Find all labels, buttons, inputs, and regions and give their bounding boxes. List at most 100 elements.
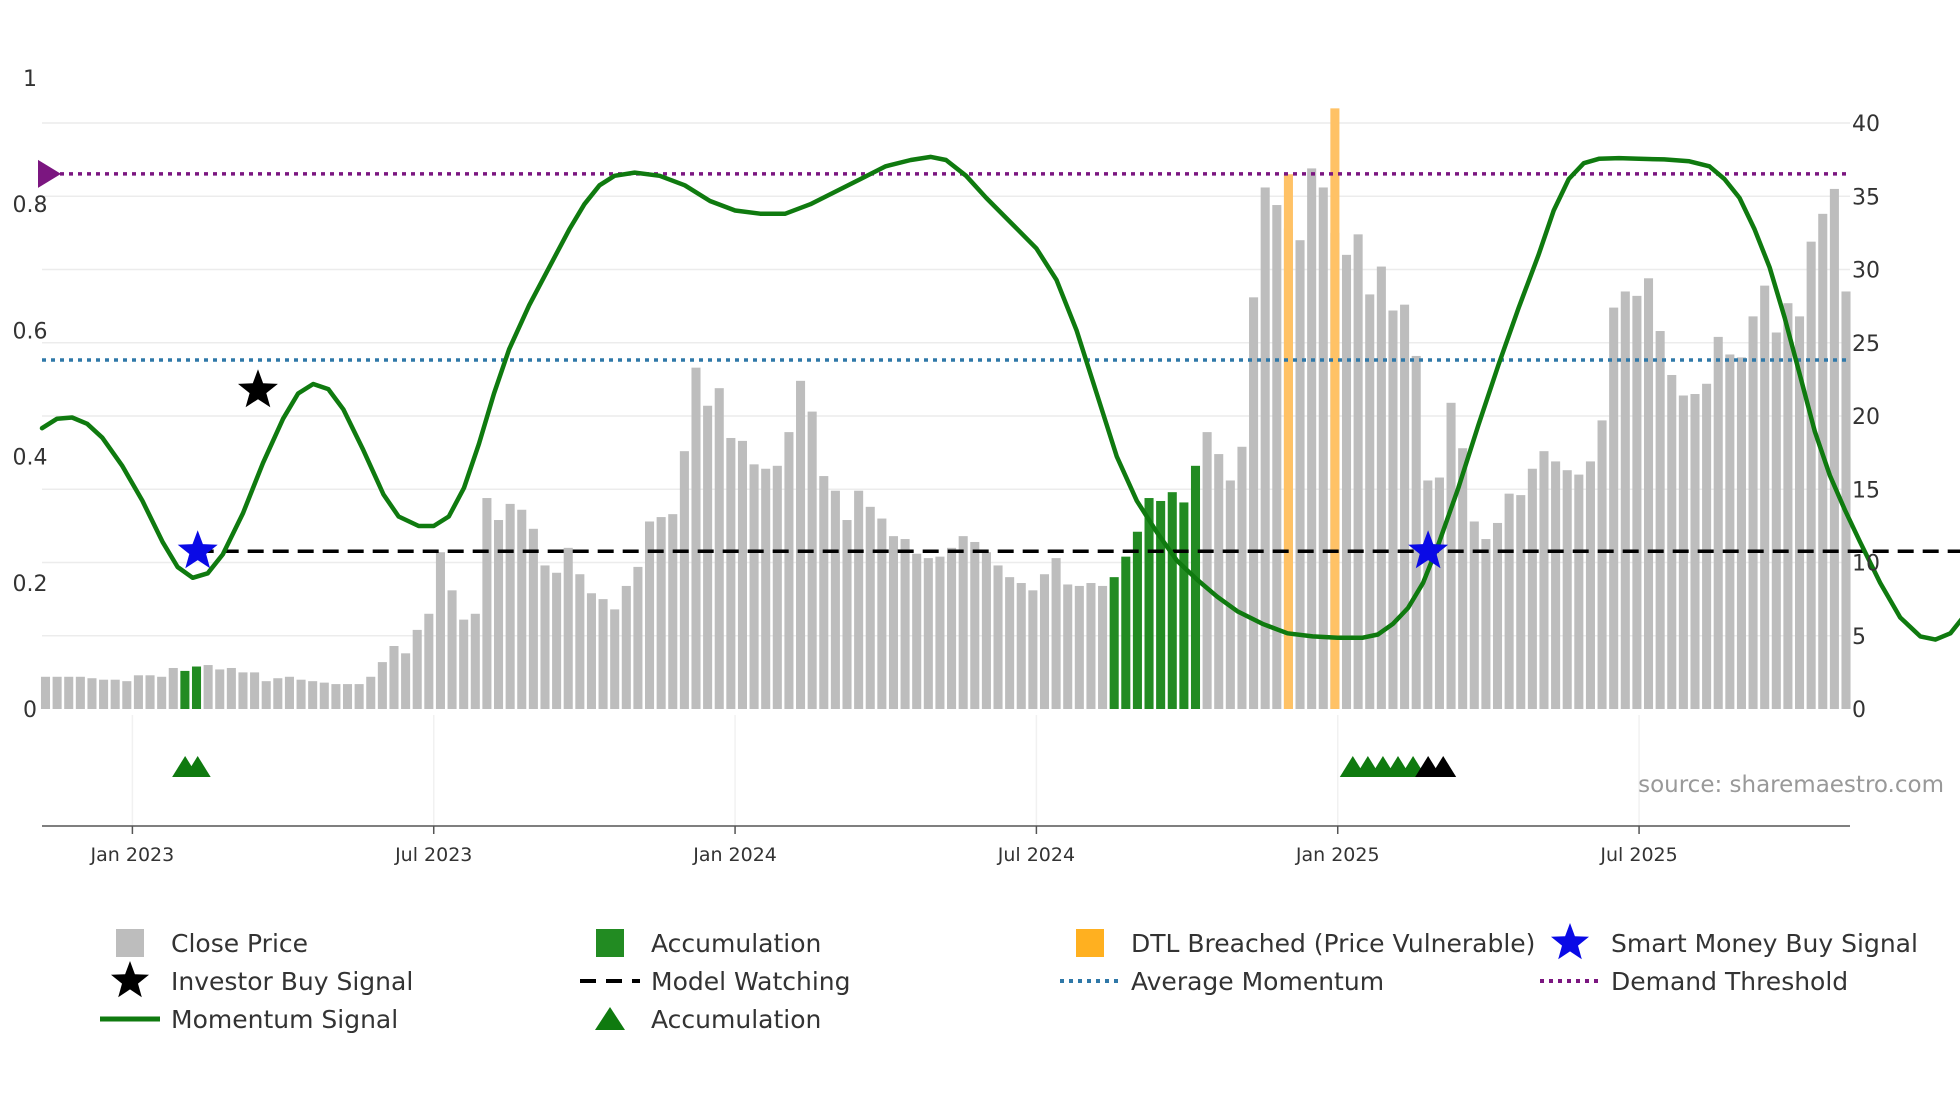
close-price-bar: [110, 679, 120, 709]
close-price-bar: [1074, 585, 1084, 709]
close-price-bar: [331, 684, 341, 709]
close-price-bar: [1318, 187, 1328, 709]
close-price-bar: [308, 681, 318, 709]
close-price-bar: [122, 681, 132, 709]
close-price-bar: [168, 667, 178, 709]
close-price-bar: [575, 574, 585, 709]
close-price-bar: [819, 476, 829, 709]
close-price-bar: [621, 585, 631, 709]
close-price-bar: [1713, 336, 1723, 709]
close-price-bar: [435, 552, 445, 709]
right-tick-label: 40: [1852, 112, 1880, 137]
source-label: source: sharemaestro.com: [1638, 772, 1944, 798]
close-price-bar: [796, 380, 806, 709]
right-tick-label: 35: [1852, 185, 1880, 210]
legend: Close Price Accumulation DTL Breached (Pri…: [100, 929, 1918, 1034]
close-price-bar: [99, 679, 109, 709]
close-price-bar: [656, 517, 666, 709]
close-price-bar: [540, 565, 550, 709]
close-price-bar: [865, 506, 875, 709]
close-price-bar: [493, 520, 504, 709]
close-price-bar: [993, 565, 1003, 709]
close-price-bar: [389, 646, 399, 709]
close-price-bar: [1504, 493, 1514, 709]
grid-layer: [42, 122, 1850, 826]
right-tick-label: 30: [1852, 259, 1880, 284]
close-price-bar: [1620, 291, 1630, 709]
close-price-bar: [1748, 316, 1758, 709]
close-price-bar: [75, 676, 85, 709]
close-price-bar: [737, 440, 747, 709]
close-price-bar: [1469, 521, 1479, 709]
accumulation-bar: [1121, 556, 1131, 709]
close-price-bar: [563, 547, 573, 709]
close-price-bar: [1481, 539, 1491, 709]
left-tick-label: 0.2: [13, 572, 48, 597]
close-price-bar: [668, 514, 678, 709]
close-price-bar: [807, 411, 817, 709]
close-price-bar: [1376, 266, 1386, 709]
right-tick-label: 10: [1852, 552, 1880, 577]
legend-label: DTL Breached (Price Vulnerable): [1131, 929, 1535, 958]
x-tick-label: Jul 2024: [997, 844, 1075, 866]
dtl-bar: [1283, 174, 1293, 709]
close-price-bar: [366, 676, 376, 709]
close-price-bar: [1434, 477, 1444, 709]
close-price-bar: [1795, 316, 1805, 709]
close-price-bar: [133, 675, 143, 709]
accumulation-marker: [184, 756, 211, 777]
close-price-bar: [830, 490, 840, 709]
close-price-bar: [1225, 480, 1235, 709]
close-price-bar: [935, 556, 945, 709]
close-price-bar: [912, 553, 922, 709]
close-price-bar: [900, 539, 910, 709]
close-price-bar: [470, 613, 480, 709]
close-price-bar: [1005, 577, 1015, 709]
close-price-bar: [1295, 240, 1305, 709]
legend-label: Smart Money Buy Signal: [1611, 929, 1918, 958]
close-price-bar: [424, 613, 434, 709]
close-price-bar: [1771, 332, 1781, 709]
close-price-bar: [714, 388, 724, 709]
left-tick-label: 0.4: [13, 446, 48, 471]
close-price-bar: [203, 665, 213, 709]
close-price-bar: [1655, 331, 1665, 709]
legend-swatch: [1076, 929, 1104, 957]
close-price-bars: [40, 108, 1851, 710]
signal-markers: [111, 369, 1589, 998]
accumulation-bar: [191, 666, 202, 709]
close-price-bar: [923, 558, 933, 709]
close-price-bar: [981, 552, 991, 709]
close-price-bar: [1307, 168, 1317, 710]
close-price-bar: [1690, 394, 1700, 709]
close-price-bar: [1341, 254, 1352, 709]
momentum-signal: [39, 154, 1960, 642]
axes: Jan 2023 Jul 2023 Jan 2024 Jul 2024 Jan 2025…: [13, 67, 1881, 866]
close-price-bar: [261, 681, 271, 709]
close-price-bar: [1492, 522, 1503, 709]
legend-star: [111, 961, 149, 998]
close-price-bar: [87, 678, 97, 709]
demand-threshold-marker: [38, 159, 61, 188]
close-price-bar: [145, 675, 155, 709]
close-price-bar: [401, 653, 411, 709]
close-price-bar: [1527, 468, 1537, 709]
accumulation-bar: [1132, 531, 1142, 709]
legend-label: Accumulation: [651, 929, 821, 958]
close-price-bar: [703, 405, 713, 709]
close-price-bar: [1423, 480, 1433, 709]
close-price-bar: [377, 662, 387, 709]
close-price-bar: [1643, 278, 1654, 709]
close-price-bar: [273, 678, 283, 709]
legend-triangle: [595, 1007, 625, 1030]
close-price-bar: [447, 590, 457, 709]
close-price-bar: [354, 684, 364, 709]
close-price-bar: [1260, 187, 1270, 709]
close-price-bar: [784, 432, 794, 709]
right-tick-label: 25: [1852, 332, 1880, 357]
legend-label: Average Momentum: [1131, 967, 1384, 996]
x-tick-label: Jan 2023: [90, 844, 175, 866]
close-price-bar: [1574, 474, 1584, 709]
close-price-bar: [958, 536, 968, 709]
close-price-bar: [412, 629, 422, 709]
